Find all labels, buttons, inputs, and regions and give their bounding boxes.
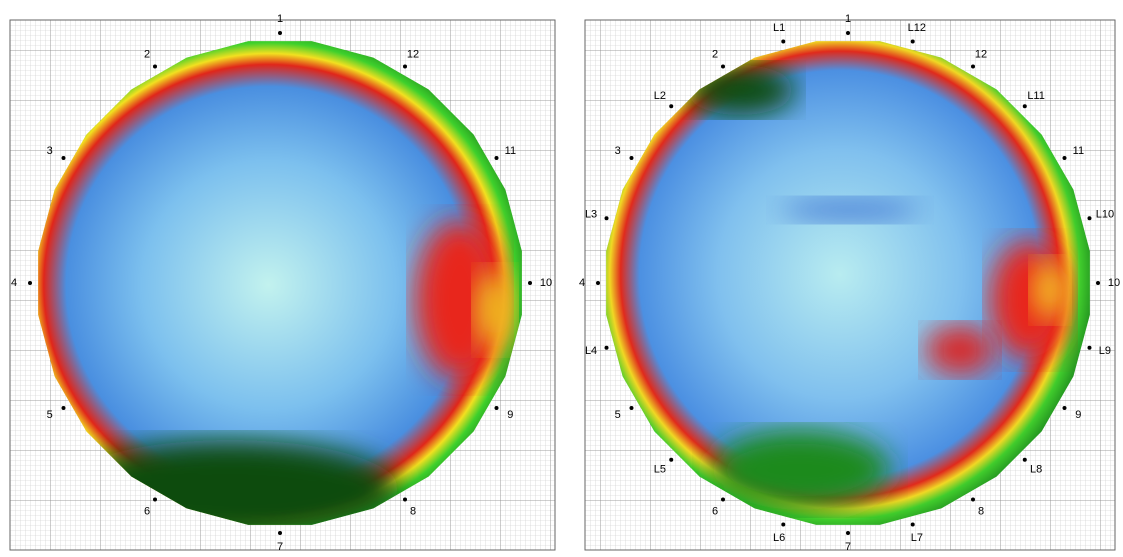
l-point-label: L2	[654, 90, 666, 102]
point-label: 2	[144, 48, 150, 60]
point-label: 5	[47, 409, 53, 421]
point-dot	[596, 281, 600, 285]
point-dot	[403, 497, 407, 502]
point-label: 10	[1108, 277, 1120, 289]
point-label: 7	[277, 541, 283, 553]
point-dot	[494, 406, 499, 410]
point-dot	[629, 156, 634, 160]
l-point-dot	[910, 39, 915, 44]
l-point-label: L6	[773, 532, 785, 544]
point-label: 9	[1075, 409, 1081, 421]
point-label: 8	[978, 506, 984, 518]
point-dot	[971, 497, 975, 502]
point-dot	[721, 64, 725, 69]
l-point-dot	[1087, 345, 1092, 350]
l-point-label: L5	[654, 464, 666, 476]
point-label: 8	[410, 506, 416, 518]
point-dot	[278, 531, 282, 535]
l-point-label: L9	[1099, 345, 1111, 357]
point-dot	[1096, 281, 1100, 285]
l-point-label: L1	[773, 22, 785, 34]
l-point-label: L4	[585, 345, 597, 357]
point-dot	[629, 406, 634, 410]
point-dot	[1062, 406, 1067, 410]
point-label: 7	[845, 541, 851, 553]
l-point-dot	[669, 104, 674, 109]
l-point-label: L10	[1096, 209, 1114, 221]
l-point-dot	[1022, 457, 1027, 462]
point-label: 3	[615, 145, 621, 157]
point-dot	[153, 497, 157, 502]
heatmap-right	[606, 41, 1090, 525]
l-point-label: L12	[908, 22, 926, 34]
l-point-label: L7	[911, 532, 923, 544]
point-label: 1	[845, 13, 851, 25]
heatmap-left	[38, 41, 522, 525]
l-point-label: L8	[1030, 464, 1042, 476]
l-point-label: L11	[1027, 90, 1045, 102]
point-dot	[721, 497, 725, 502]
l-point-dot	[604, 345, 609, 350]
point-label: 4	[579, 277, 585, 289]
l-point-dot	[604, 216, 609, 221]
point-label: 12	[975, 48, 987, 60]
l-point-dot	[1022, 104, 1027, 109]
point-label: 11	[1073, 145, 1084, 157]
point-dot	[971, 64, 975, 69]
l-point-dot	[781, 39, 786, 44]
point-dot	[403, 64, 407, 69]
point-dot	[61, 406, 66, 410]
l-point-label: L3	[585, 209, 597, 221]
l-point-dot	[781, 522, 786, 527]
point-dot	[28, 281, 32, 285]
point-label: 3	[47, 145, 53, 157]
point-label: 6	[144, 506, 150, 518]
l-point-dot	[910, 522, 915, 527]
point-dot	[846, 31, 850, 35]
point-label: 9	[507, 409, 513, 421]
l-point-dot	[1087, 216, 1092, 221]
point-label: 2	[712, 48, 718, 60]
point-dot	[61, 156, 66, 160]
point-dot	[528, 281, 532, 285]
point-label: 1	[277, 13, 283, 25]
point-dot	[846, 531, 850, 535]
point-label: 11	[505, 145, 516, 157]
point-label: 4	[11, 277, 17, 289]
point-dot	[278, 31, 282, 35]
point-label: 10	[540, 277, 552, 289]
point-label: 12	[407, 48, 419, 60]
point-label: 5	[615, 409, 621, 421]
l-point-dot	[669, 457, 674, 462]
point-dot	[494, 156, 499, 160]
point-dot	[1062, 156, 1067, 160]
point-dot	[153, 64, 157, 69]
point-label: 6	[712, 506, 718, 518]
